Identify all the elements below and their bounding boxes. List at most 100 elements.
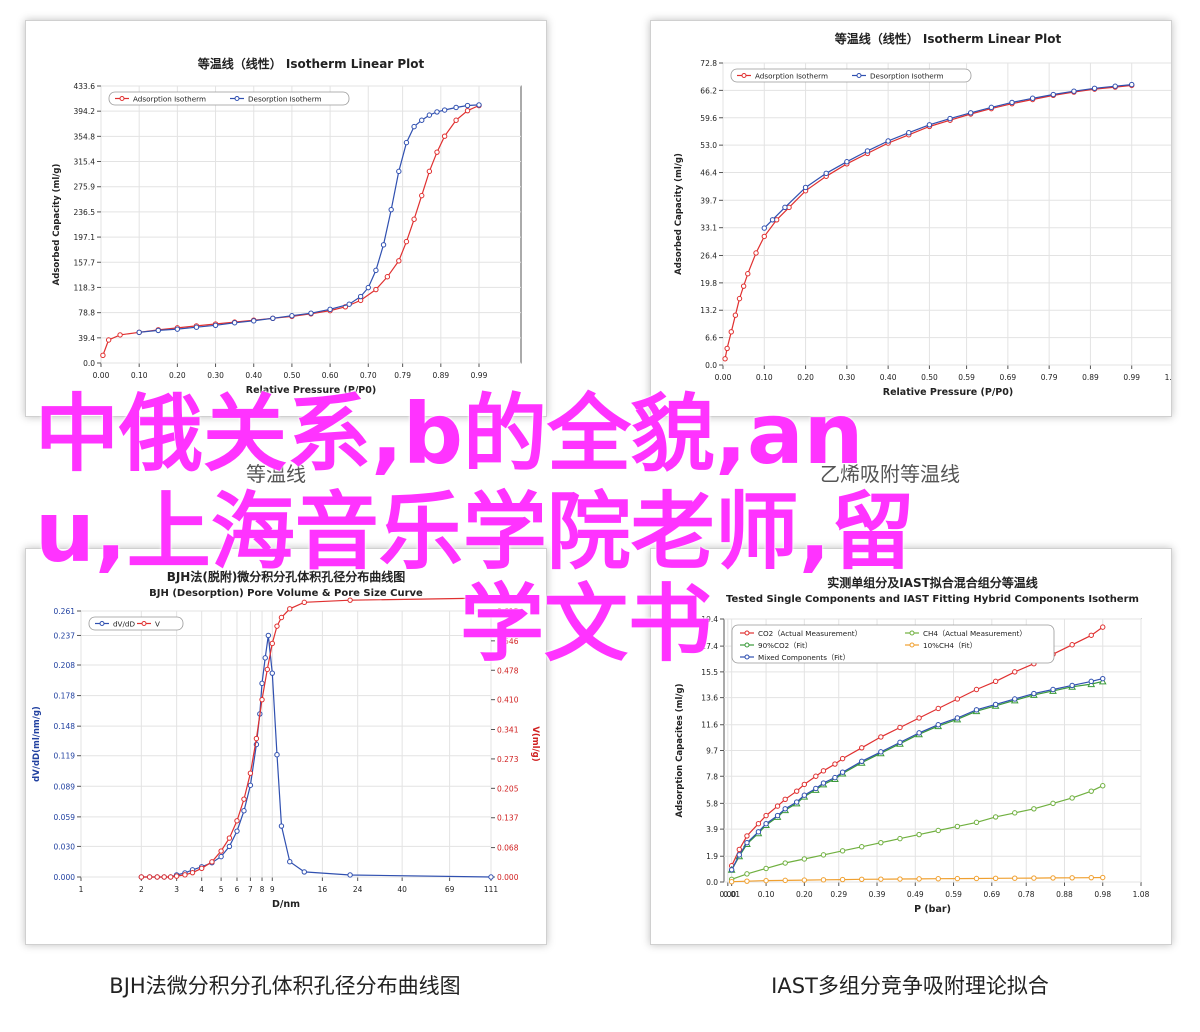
y-tick-label: 197.1 xyxy=(74,233,96,242)
data-point xyxy=(161,874,167,880)
data-point xyxy=(916,730,922,736)
y-tick-label: 0.0 xyxy=(706,878,718,887)
x-tick-label: 0.99 xyxy=(471,371,488,380)
data-point xyxy=(388,206,394,213)
data-point xyxy=(1012,669,1018,675)
x-tick-label: 0.89 xyxy=(1082,373,1099,382)
data-point xyxy=(774,812,781,819)
data-point xyxy=(1100,675,1106,682)
data-point xyxy=(968,110,974,116)
data-point xyxy=(992,701,999,708)
data-point xyxy=(1112,83,1118,89)
data-point xyxy=(218,853,224,860)
legend-label: V xyxy=(155,620,160,629)
data-point xyxy=(411,123,417,130)
x-tick-label: 0.60 xyxy=(322,371,339,380)
x-tick-label: 0.01 xyxy=(723,890,740,899)
x-tick-label: 0.00 xyxy=(93,371,110,380)
data-point xyxy=(728,879,735,885)
chart-title: BJH法(脱附)微分积分孔体积孔径分布曲线图 xyxy=(167,569,406,584)
data-point xyxy=(839,876,846,883)
data-point xyxy=(274,623,280,629)
data-point xyxy=(763,812,769,819)
x-tick-label: 2 xyxy=(139,885,144,894)
y-right-tick-label: 0.205 xyxy=(497,784,519,793)
data-point xyxy=(728,867,735,873)
x-tick-label: 9 xyxy=(270,885,275,894)
data-point xyxy=(992,678,999,685)
data-point xyxy=(1100,624,1106,630)
data-point xyxy=(763,877,769,884)
y-tick-label: 0.237 xyxy=(54,631,76,640)
data-point xyxy=(744,871,750,877)
data-point xyxy=(973,875,980,882)
x-tick-label: 24 xyxy=(353,885,363,894)
y-tick-label: 59.6 xyxy=(700,114,717,123)
data-point xyxy=(878,749,884,755)
x-tick-label: 5 xyxy=(219,885,224,894)
y-tick-label: 0.000 xyxy=(54,873,76,882)
legend-marker xyxy=(744,654,750,660)
data-point xyxy=(426,112,433,118)
y-tick-label: 0.261 xyxy=(54,607,76,616)
data-point xyxy=(1009,99,1015,106)
x-tick-label: 0.59 xyxy=(958,373,975,382)
x-tick-label: 69 xyxy=(445,885,455,894)
legend-marker xyxy=(856,73,862,78)
chart-title: 实测单组分及IAST拟合混合组分等温线 xyxy=(827,575,1038,590)
legend-marker xyxy=(99,621,105,626)
y-tick-label: 275.9 xyxy=(74,183,96,192)
y-tick-label: 354.8 xyxy=(74,132,96,141)
data-point xyxy=(1029,95,1036,101)
y-right-tick-label: 0.000 xyxy=(497,873,519,882)
data-point xyxy=(167,874,174,880)
data-point xyxy=(897,876,903,882)
x-tick-label: 4 xyxy=(199,885,204,894)
x-tick-label: 0.00 xyxy=(715,373,732,382)
y-tick-label: 15.5 xyxy=(701,668,718,677)
y-tick-label: 0.208 xyxy=(54,661,76,670)
data-point xyxy=(763,821,769,827)
legend-box xyxy=(730,68,972,83)
data-point xyxy=(327,306,333,313)
data-point xyxy=(973,686,980,693)
y-tick-label: 17.4 xyxy=(701,642,718,651)
y-right-tick-label: 0.341 xyxy=(497,726,519,735)
data-point xyxy=(1050,686,1056,693)
chart-title: 等温线（线性） Isotherm Linear Plot xyxy=(834,31,1062,46)
data-point xyxy=(347,597,353,603)
data-point xyxy=(897,724,903,731)
y-tick-label: 433.6 xyxy=(74,82,96,91)
y-right-axis-label: V(ml/g) xyxy=(530,726,540,761)
data-point xyxy=(434,109,440,115)
data-point xyxy=(241,808,247,814)
y-tick-label: 0.030 xyxy=(54,842,76,851)
data-point xyxy=(782,877,788,884)
y-tick-label: 13.2 xyxy=(700,306,717,315)
x-tick-label: 0.50 xyxy=(284,371,301,380)
data-point xyxy=(231,320,238,326)
y-right-tick-label: 0.478 xyxy=(497,666,519,675)
y-tick-label: 0.0 xyxy=(83,359,95,368)
data-point xyxy=(226,835,233,841)
chart-subtitle: BJH (Desorption) Pore Volume & Pore Size… xyxy=(149,588,423,599)
data-point xyxy=(269,670,275,676)
data-point xyxy=(373,267,379,274)
data-point xyxy=(763,865,769,872)
x-tick-label: 111 xyxy=(484,885,499,894)
series-line-1 xyxy=(763,84,1132,229)
data-point xyxy=(801,856,808,862)
data-point xyxy=(782,806,788,812)
x-tick-label: 1.08 xyxy=(1133,890,1150,899)
series-line-0 xyxy=(102,104,480,356)
data-point xyxy=(289,313,295,319)
data-point xyxy=(278,614,285,621)
data-point xyxy=(832,761,838,767)
x-tick-label: 0.10 xyxy=(758,890,775,899)
y-tick-label: 33.1 xyxy=(700,224,717,233)
x-tick-label: 0.88 xyxy=(1056,890,1073,899)
y-tick-label: 19.4 xyxy=(701,615,718,624)
y-tick-label: 9.7 xyxy=(706,747,718,756)
data-point xyxy=(745,271,751,277)
data-point xyxy=(973,819,980,826)
